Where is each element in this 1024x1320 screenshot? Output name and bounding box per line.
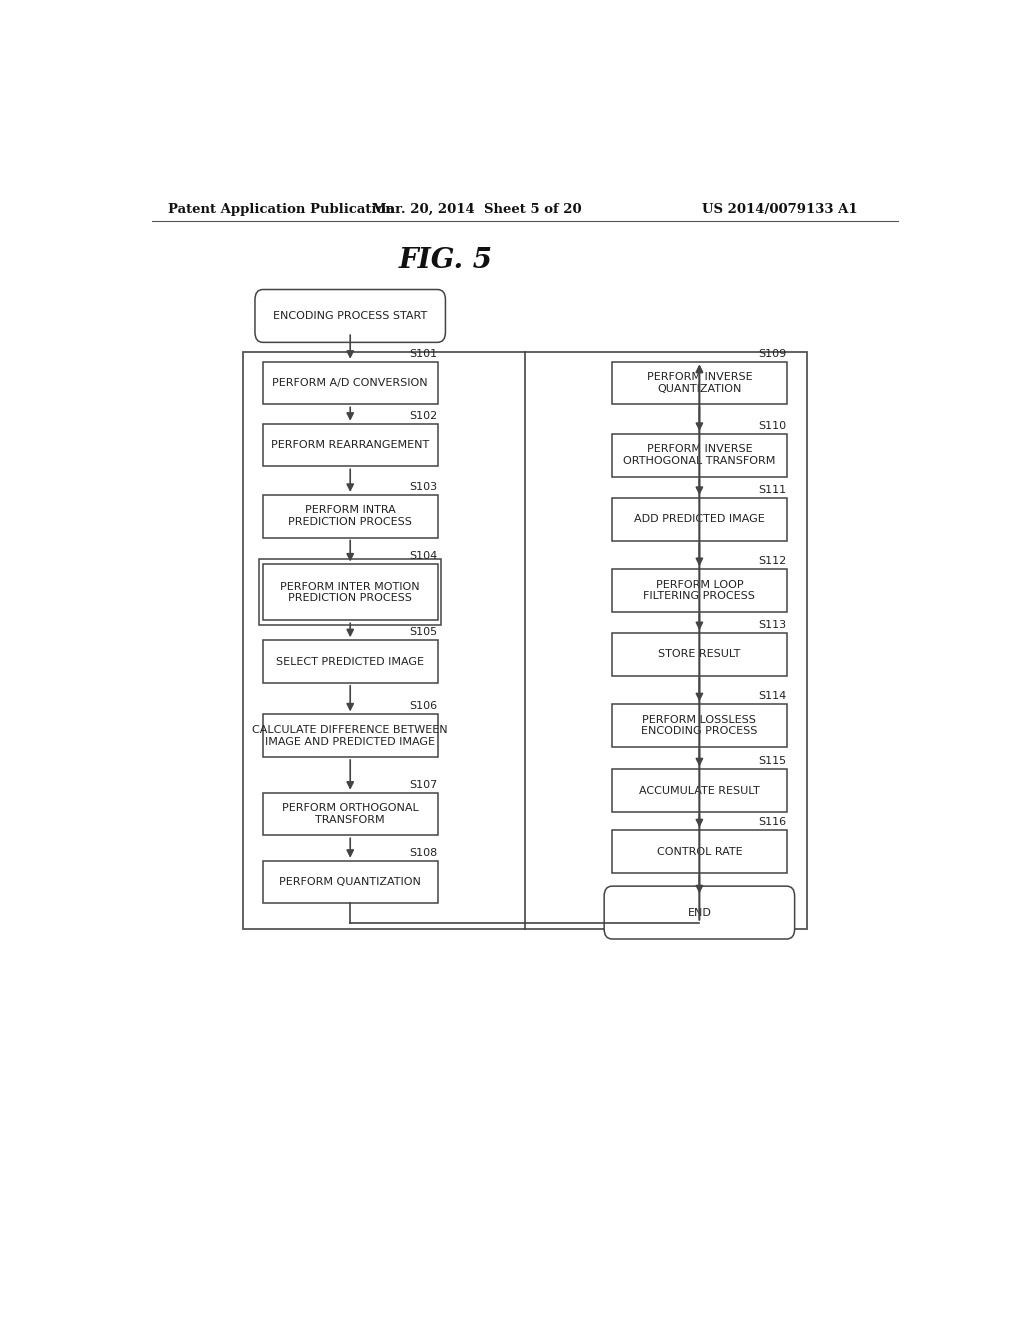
Text: US 2014/0079133 A1: US 2014/0079133 A1 xyxy=(702,203,858,215)
Text: ENCODING PROCESS START: ENCODING PROCESS START xyxy=(273,312,427,321)
Text: S115: S115 xyxy=(759,756,786,766)
Text: PERFORM INTER MOTION
PREDICTION PROCESS: PERFORM INTER MOTION PREDICTION PROCESS xyxy=(281,582,420,603)
Bar xyxy=(263,565,437,620)
Text: PERFORM INVERSE
QUANTIZATION: PERFORM INVERSE QUANTIZATION xyxy=(646,372,753,393)
Bar xyxy=(263,640,437,682)
Bar xyxy=(612,362,786,404)
Text: S111: S111 xyxy=(759,484,786,495)
Text: Patent Application Publication: Patent Application Publication xyxy=(168,203,394,215)
Bar xyxy=(612,569,786,611)
Text: CONTROL RATE: CONTROL RATE xyxy=(656,846,742,857)
Bar xyxy=(612,704,786,747)
Bar xyxy=(263,714,437,758)
Text: FIG. 5: FIG. 5 xyxy=(398,247,493,273)
Text: PERFORM REARRANGEMENT: PERFORM REARRANGEMENT xyxy=(271,440,429,450)
Text: STORE RESULT: STORE RESULT xyxy=(658,649,740,660)
Bar xyxy=(612,770,786,812)
Text: S113: S113 xyxy=(759,620,786,630)
Bar xyxy=(263,495,437,537)
Bar xyxy=(612,830,786,873)
Bar xyxy=(259,560,441,626)
Text: S102: S102 xyxy=(410,411,437,421)
Text: S110: S110 xyxy=(759,421,786,430)
Bar xyxy=(612,634,786,676)
Text: S104: S104 xyxy=(410,552,437,561)
Text: PERFORM LOOP
FILTERING PROCESS: PERFORM LOOP FILTERING PROCESS xyxy=(643,579,756,601)
Text: END: END xyxy=(687,908,712,917)
Text: S114: S114 xyxy=(759,692,786,701)
FancyBboxPatch shape xyxy=(604,886,795,939)
Bar xyxy=(612,498,786,541)
Text: Mar. 20, 2014  Sheet 5 of 20: Mar. 20, 2014 Sheet 5 of 20 xyxy=(373,203,582,215)
Bar xyxy=(263,861,437,903)
Text: S105: S105 xyxy=(410,627,437,638)
Text: PERFORM LOSSLESS
ENCODING PROCESS: PERFORM LOSSLESS ENCODING PROCESS xyxy=(641,714,758,737)
Text: CALCULATE DIFFERENCE BETWEEN
IMAGE AND PREDICTED IMAGE: CALCULATE DIFFERENCE BETWEEN IMAGE AND P… xyxy=(252,725,449,747)
Bar xyxy=(263,792,437,836)
Text: ACCUMULATE RESULT: ACCUMULATE RESULT xyxy=(639,785,760,796)
Bar xyxy=(263,424,437,466)
Text: PERFORM ORTHOGONAL
TRANSFORM: PERFORM ORTHOGONAL TRANSFORM xyxy=(282,803,419,825)
Text: PERFORM INVERSE
ORTHOGONAL TRANSFORM: PERFORM INVERSE ORTHOGONAL TRANSFORM xyxy=(624,445,775,466)
Text: S108: S108 xyxy=(410,847,437,858)
Text: ADD PREDICTED IMAGE: ADD PREDICTED IMAGE xyxy=(634,515,765,524)
Text: S109: S109 xyxy=(759,348,786,359)
Text: SELECT PREDICTED IMAGE: SELECT PREDICTED IMAGE xyxy=(276,656,424,667)
Bar xyxy=(612,434,786,477)
Text: S106: S106 xyxy=(410,701,437,711)
Text: S112: S112 xyxy=(759,556,786,566)
Text: S103: S103 xyxy=(410,482,437,492)
Bar xyxy=(263,362,437,404)
Bar xyxy=(243,351,807,929)
FancyBboxPatch shape xyxy=(255,289,445,342)
Text: S101: S101 xyxy=(410,348,437,359)
Text: PERFORM A/D CONVERSION: PERFORM A/D CONVERSION xyxy=(272,378,428,388)
Text: S107: S107 xyxy=(410,780,437,789)
Text: S116: S116 xyxy=(759,817,786,828)
Text: PERFORM INTRA
PREDICTION PROCESS: PERFORM INTRA PREDICTION PROCESS xyxy=(289,506,412,527)
Text: PERFORM QUANTIZATION: PERFORM QUANTIZATION xyxy=(280,876,421,887)
